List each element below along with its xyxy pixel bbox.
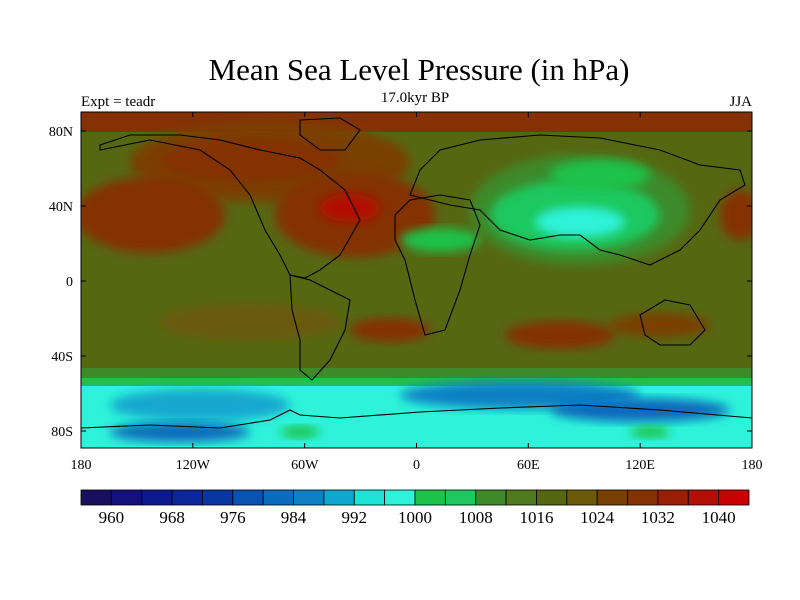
field-antarctic-green bbox=[280, 426, 320, 438]
coast-eurasia bbox=[409, 134, 746, 266]
field-antarctic-green-2 bbox=[630, 426, 670, 438]
field-sa-high bbox=[350, 318, 430, 342]
season-label: JJA bbox=[729, 94, 752, 110]
colorbar-swatch bbox=[293, 489, 325, 506]
colorbar-label: 1024 bbox=[580, 508, 615, 527]
colorbar-swatch bbox=[718, 489, 750, 506]
lon-tick-label: 180 bbox=[71, 458, 92, 473]
field-band-2 bbox=[81, 378, 752, 388]
lon-tick-label: 60W bbox=[291, 458, 319, 473]
field-azores-core bbox=[320, 194, 380, 222]
colorbar-swatch bbox=[505, 489, 537, 506]
field-pacific-high bbox=[81, 177, 225, 253]
field-siberia-low bbox=[550, 160, 650, 190]
lat-tick-label: 80N bbox=[49, 125, 73, 140]
pressure-field bbox=[81, 112, 752, 448]
coast-antarctica bbox=[81, 404, 752, 429]
colorbar-swatch bbox=[627, 489, 659, 506]
colorbar-swatch bbox=[232, 489, 264, 506]
field-canada-high bbox=[160, 138, 340, 182]
field-africa-low bbox=[400, 228, 480, 252]
coast-australia bbox=[639, 299, 706, 346]
colorbar-label: 968 bbox=[159, 508, 185, 527]
colorbar-label: 976 bbox=[220, 508, 246, 527]
colorbar-label: 1008 bbox=[459, 508, 493, 527]
colorbar-label: 960 bbox=[99, 508, 125, 527]
coast-north-america bbox=[99, 134, 361, 279]
colorbar-swatch bbox=[414, 489, 446, 506]
lon-tick-label: 60E bbox=[517, 458, 540, 473]
colorbar-swatch bbox=[353, 489, 386, 506]
coast-greenland bbox=[299, 117, 361, 151]
colorbar-swatch bbox=[323, 489, 355, 506]
lat-tick-label: 40S bbox=[51, 350, 73, 365]
colorbar-swatch bbox=[202, 489, 234, 506]
colorbar-swatch bbox=[566, 489, 598, 506]
experiment-label: Expt = teadr bbox=[81, 94, 156, 110]
lat-tick-label: 0 bbox=[66, 275, 73, 290]
colorbar: 960 968 976 984 992 1000 1008 1016 1024 1032 1040 bbox=[80, 489, 750, 527]
colorbar-label: 1040 bbox=[702, 508, 736, 527]
colorbar-label: 992 bbox=[342, 508, 368, 527]
colorbar-swatch bbox=[80, 489, 112, 506]
colorbar-swatch bbox=[384, 489, 416, 506]
colorbar-swatch bbox=[657, 489, 689, 506]
colorbar-swatch bbox=[687, 489, 720, 506]
colorbar-swatch bbox=[171, 489, 203, 506]
colorbar-swatch bbox=[110, 489, 143, 506]
lon-tick-label: 0 bbox=[413, 458, 420, 473]
field-tibet-low bbox=[535, 207, 625, 237]
longitude-axis: 180 120W 60W 0 60E 120E 180 bbox=[71, 112, 763, 473]
map-title: Mean Sea Level Pressure (in hPa) bbox=[208, 52, 630, 87]
field-aus-high bbox=[610, 313, 710, 337]
colorbar-label: 1000 bbox=[398, 508, 432, 527]
colorbar-label: 984 bbox=[281, 508, 307, 527]
lat-tick-label: 80S bbox=[51, 425, 73, 440]
colorbar-swatch bbox=[536, 489, 568, 506]
field-so-low-4 bbox=[110, 422, 250, 442]
colorbar-swatch bbox=[596, 489, 628, 506]
coastlines bbox=[81, 117, 752, 429]
field-band-1 bbox=[81, 368, 752, 380]
field-sp-high bbox=[160, 304, 340, 340]
field-io-high bbox=[505, 321, 615, 349]
lon-tick-label: 180 bbox=[742, 458, 763, 473]
lon-tick-label: 120W bbox=[176, 458, 211, 473]
colorbar-label: 1032 bbox=[641, 508, 675, 527]
field-npac-high bbox=[720, 190, 752, 240]
map-subtitle: 17.0kyr BP bbox=[380, 90, 450, 106]
lon-tick-label: 120E bbox=[625, 458, 655, 473]
colorbar-swatch bbox=[141, 489, 173, 506]
colorbar-swatch bbox=[475, 489, 507, 506]
coast-south-america bbox=[289, 274, 351, 381]
coast-africa bbox=[394, 194, 481, 336]
colorbar-swatch bbox=[262, 489, 294, 506]
latitude-axis: 80N 40N 0 40S 80S bbox=[49, 125, 752, 440]
colorbar-swatch bbox=[444, 489, 477, 506]
field-so-low-1 bbox=[110, 389, 290, 421]
colorbar-label: 1016 bbox=[519, 508, 553, 527]
field-so-low-3 bbox=[550, 398, 730, 422]
lat-tick-label: 40N bbox=[49, 200, 73, 215]
